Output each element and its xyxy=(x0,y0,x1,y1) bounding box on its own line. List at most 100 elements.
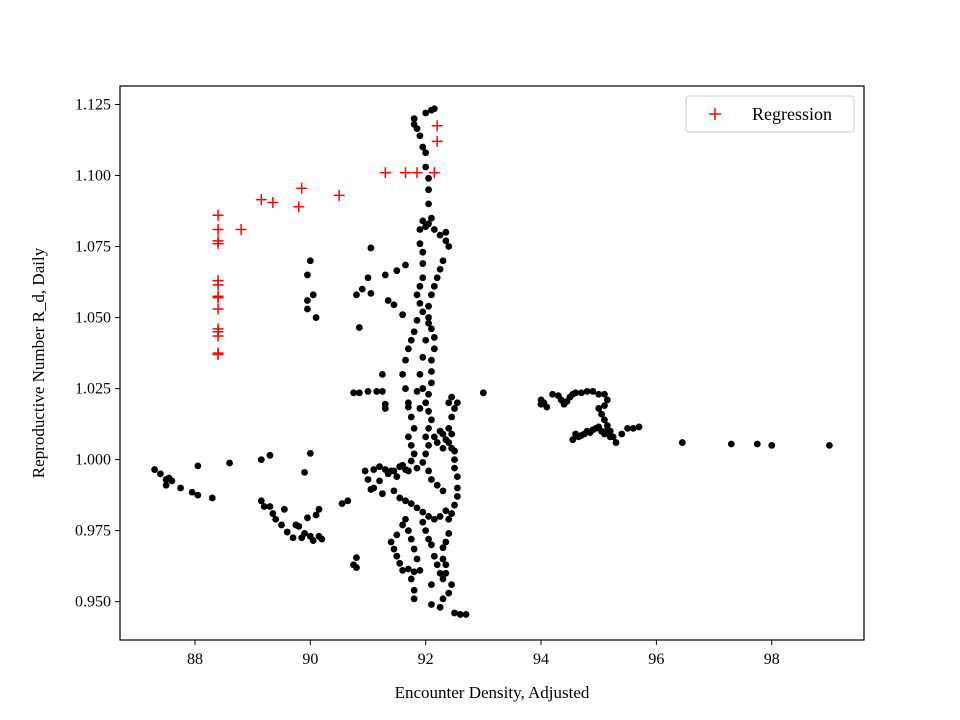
x-axis: 88 90 92 94 96 98 xyxy=(187,640,780,668)
data-point xyxy=(407,457,415,465)
data-point xyxy=(257,497,265,505)
regression-point xyxy=(333,189,345,201)
regression-point xyxy=(212,292,224,304)
data-point xyxy=(283,528,291,536)
data-point xyxy=(364,274,372,282)
data-point xyxy=(367,289,375,297)
data-point xyxy=(425,314,432,321)
data-point xyxy=(393,267,401,275)
data-point xyxy=(425,174,432,182)
data-point xyxy=(430,282,438,290)
data-point xyxy=(442,237,450,245)
data-point xyxy=(433,439,441,446)
data-point xyxy=(430,433,438,441)
regression-point xyxy=(267,196,279,208)
data-point xyxy=(635,423,643,431)
data-point xyxy=(601,390,608,398)
x-tick-label: 90 xyxy=(302,651,318,668)
data-point xyxy=(448,430,456,438)
data-point xyxy=(456,611,464,618)
data-point xyxy=(442,569,450,577)
data-point xyxy=(269,510,277,517)
regression-point xyxy=(431,120,443,132)
data-point xyxy=(428,356,435,364)
scatter-series-points xyxy=(151,105,833,618)
data-point xyxy=(442,561,450,569)
data-point xyxy=(194,462,202,470)
data-point xyxy=(422,336,430,344)
data-point xyxy=(589,388,597,395)
data-point xyxy=(439,487,447,495)
regression-point xyxy=(411,167,423,179)
data-point xyxy=(453,493,461,500)
data-point xyxy=(410,450,418,458)
data-point xyxy=(407,413,415,421)
data-point xyxy=(603,426,611,434)
data-point xyxy=(260,503,268,510)
data-point xyxy=(404,467,412,475)
y-tick-label: 1.100 xyxy=(75,167,111,184)
data-point xyxy=(266,451,274,459)
data-point xyxy=(425,407,432,415)
data-point xyxy=(422,149,430,157)
data-point xyxy=(355,389,363,397)
data-point xyxy=(416,282,424,290)
data-point xyxy=(419,274,427,282)
data-point xyxy=(422,163,430,171)
regression-point xyxy=(293,201,305,213)
data-point xyxy=(430,105,438,113)
data-point xyxy=(410,120,418,128)
data-point xyxy=(419,508,427,516)
data-point xyxy=(453,473,461,481)
data-point xyxy=(350,389,357,397)
data-point xyxy=(416,240,424,248)
data-point xyxy=(445,530,453,537)
data-point xyxy=(289,534,297,542)
data-point xyxy=(208,494,216,502)
data-point xyxy=(425,200,432,208)
data-point xyxy=(428,214,435,222)
data-point xyxy=(629,424,637,432)
data-point xyxy=(407,336,415,344)
data-point xyxy=(428,601,435,608)
data-point xyxy=(402,261,409,269)
data-point xyxy=(404,399,412,407)
data-point xyxy=(384,297,392,304)
data-point xyxy=(451,609,458,617)
data-point xyxy=(404,527,412,535)
data-point xyxy=(364,388,372,395)
data-point xyxy=(448,510,456,517)
data-point xyxy=(396,494,404,502)
data-point xyxy=(407,500,415,508)
regression-series-points xyxy=(212,120,443,360)
regression-point xyxy=(212,238,224,250)
data-point xyxy=(428,368,435,375)
x-tick-label: 98 xyxy=(764,651,780,668)
data-point xyxy=(381,271,389,279)
data-point xyxy=(419,518,427,526)
data-point xyxy=(768,441,776,449)
data-point xyxy=(422,527,430,535)
data-point xyxy=(451,464,458,472)
data-point xyxy=(451,447,458,455)
regression-point xyxy=(212,209,224,221)
y-tick-label: 1.000 xyxy=(75,452,111,469)
data-point xyxy=(306,449,314,457)
data-point xyxy=(410,115,418,123)
data-point xyxy=(419,248,427,256)
data-point xyxy=(272,515,280,523)
data-point xyxy=(451,501,458,509)
data-point xyxy=(425,302,432,310)
data-point xyxy=(445,399,453,407)
data-point xyxy=(407,441,415,449)
y-tick-label: 1.125 xyxy=(75,96,111,113)
data-point xyxy=(543,403,551,411)
data-point xyxy=(344,497,352,505)
data-point xyxy=(603,396,611,404)
data-point xyxy=(422,450,430,458)
y-tick-label: 1.075 xyxy=(75,239,111,256)
data-point xyxy=(428,416,435,424)
data-point xyxy=(419,459,427,466)
data-point xyxy=(404,345,412,353)
data-point xyxy=(188,488,196,496)
